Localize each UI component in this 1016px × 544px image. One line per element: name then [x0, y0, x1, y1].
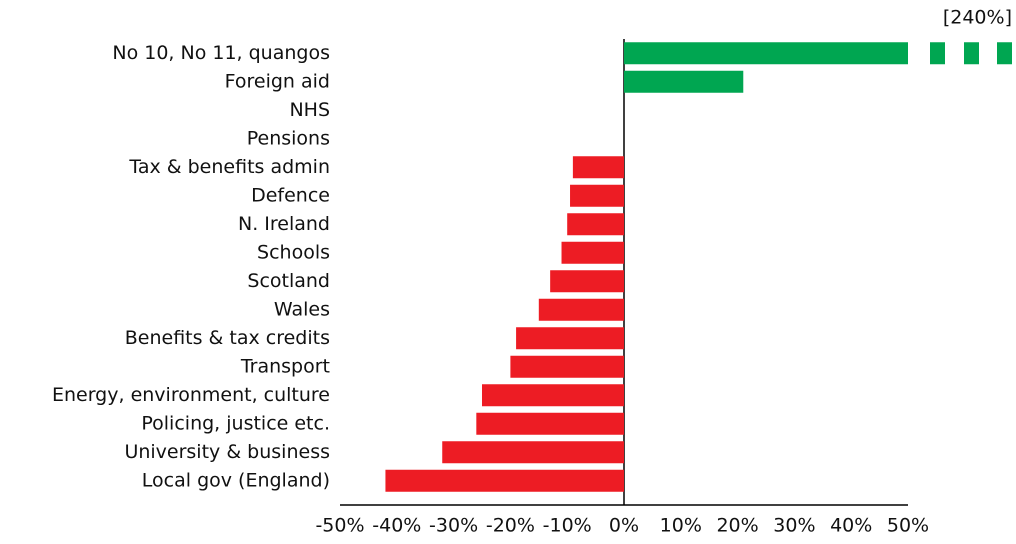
x-tick-label: -40% [372, 515, 421, 537]
y-tick-label: Transport [240, 355, 330, 377]
x-tick-label: 50% [887, 515, 929, 537]
x-tick-label: -20% [486, 515, 535, 537]
y-tick-label: Wales [274, 298, 330, 320]
x-tick-label: -50% [315, 515, 364, 537]
bar [570, 184, 624, 207]
y-tick-label: Tax & benefits admin [128, 156, 330, 178]
x-tick-label: 20% [716, 515, 758, 537]
value-label: [240%] [943, 7, 1012, 29]
bar [442, 441, 624, 464]
bar [385, 469, 624, 492]
bar [550, 270, 624, 293]
bar-overflow-dash [930, 42, 945, 65]
x-tick-label: 40% [830, 515, 872, 537]
x-tick-label: -30% [429, 515, 478, 537]
y-tick-label: Foreign aid [225, 70, 330, 92]
y-tick-label: Policing, justice etc. [141, 412, 330, 434]
x-tick-label: 0% [609, 515, 639, 537]
bar [572, 156, 624, 179]
y-tick-label: Energy, environment, culture [52, 384, 330, 406]
bar [624, 70, 744, 93]
bar [624, 42, 908, 65]
y-tick-label: Local gov (England) [142, 469, 330, 491]
x-tick-label: 10% [660, 515, 702, 537]
y-tick-label: Defence [251, 184, 330, 206]
bar [516, 327, 624, 350]
y-tick-label: NHS [289, 99, 330, 121]
y-tick-label: No 10, No 11, quangos [112, 42, 330, 64]
y-tick-label: N. Ireland [238, 213, 330, 235]
y-tick-label: Benefits & tax credits [125, 327, 330, 349]
bar [561, 241, 624, 264]
x-tick-label: 30% [773, 515, 815, 537]
bar-overflow-dash [964, 42, 979, 65]
bar [538, 298, 624, 321]
bar [482, 384, 624, 407]
bar-overflow-dash [997, 42, 1012, 65]
y-tick-label: Scotland [247, 270, 330, 292]
y-tick-label: Pensions [247, 127, 330, 149]
y-tick-label: University & business [124, 441, 330, 463]
bar [476, 412, 624, 435]
bar [567, 213, 624, 236]
y-tick-label: Schools [257, 241, 330, 263]
x-tick-label: -10% [543, 515, 592, 537]
bar [510, 355, 624, 378]
